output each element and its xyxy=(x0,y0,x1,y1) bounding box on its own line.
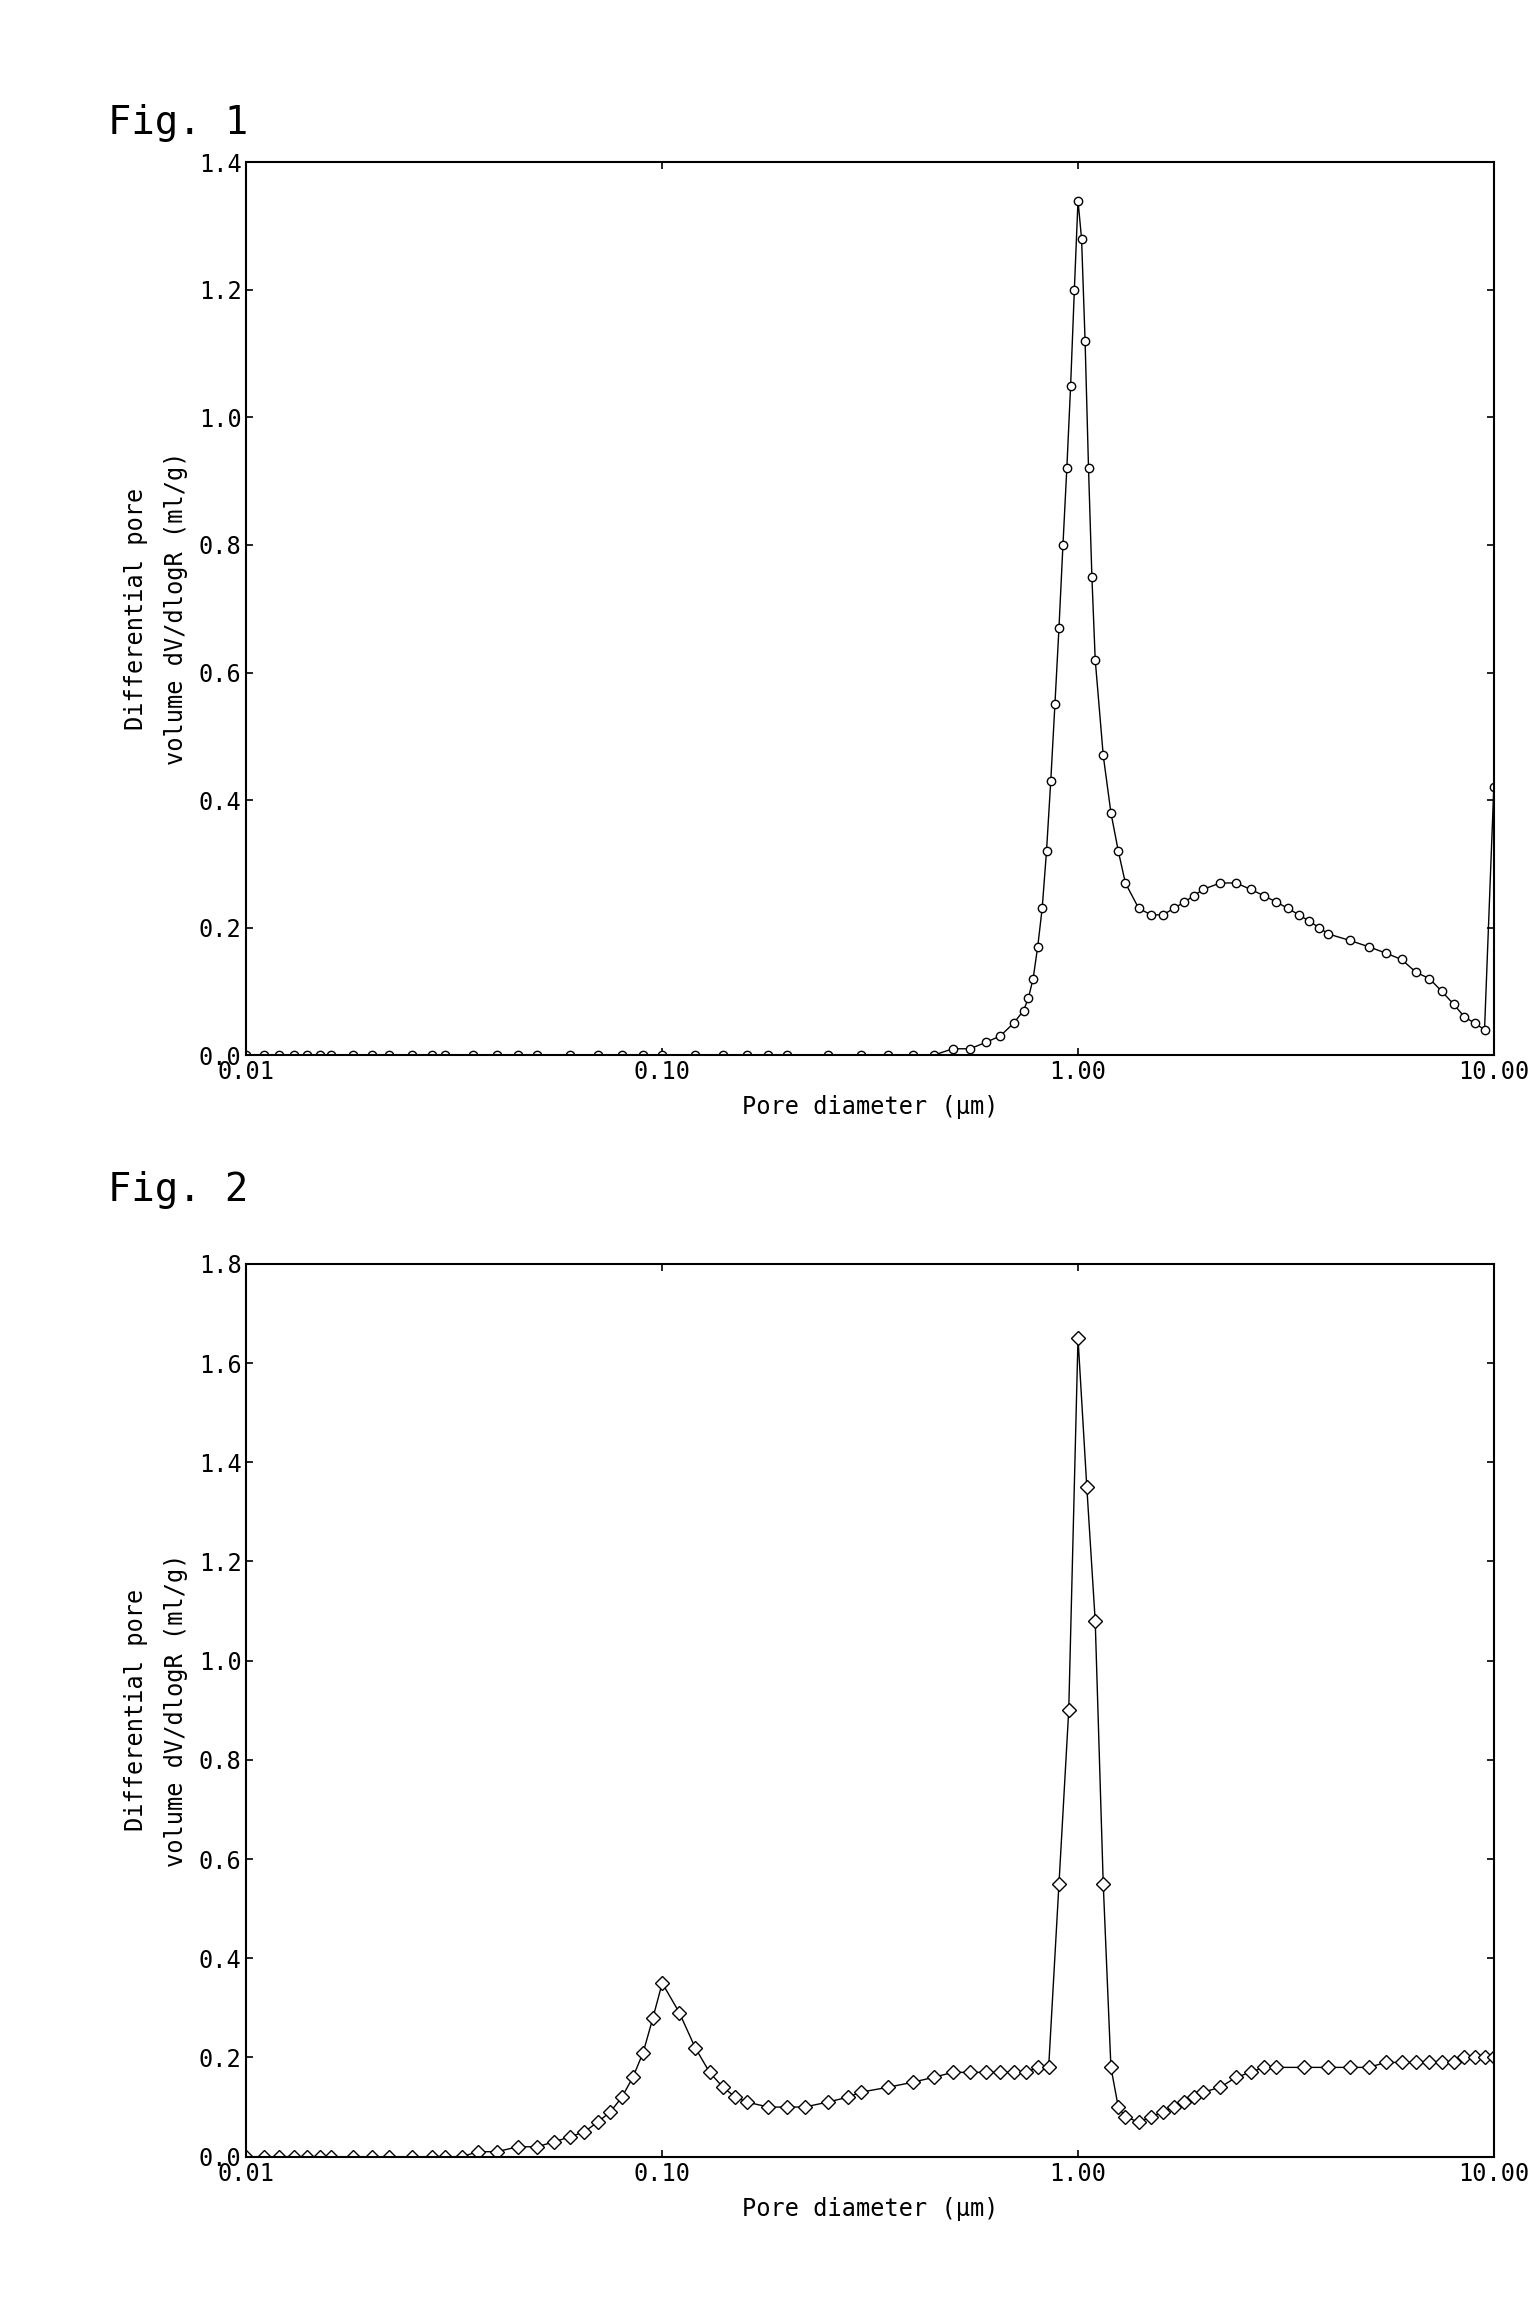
Text: Fig. 1: Fig. 1 xyxy=(108,104,248,141)
X-axis label: Pore diameter (μm): Pore diameter (μm) xyxy=(742,2196,998,2222)
Y-axis label: Differential pore
volume dV/dlogR (ml/g): Differential pore volume dV/dlogR (ml/g) xyxy=(125,452,188,765)
Text: Fig. 2: Fig. 2 xyxy=(108,1171,248,1208)
X-axis label: Pore diameter (μm): Pore diameter (μm) xyxy=(742,1095,998,1120)
Y-axis label: Differential pore
volume dV/dlogR (ml/g): Differential pore volume dV/dlogR (ml/g) xyxy=(125,1554,188,1867)
